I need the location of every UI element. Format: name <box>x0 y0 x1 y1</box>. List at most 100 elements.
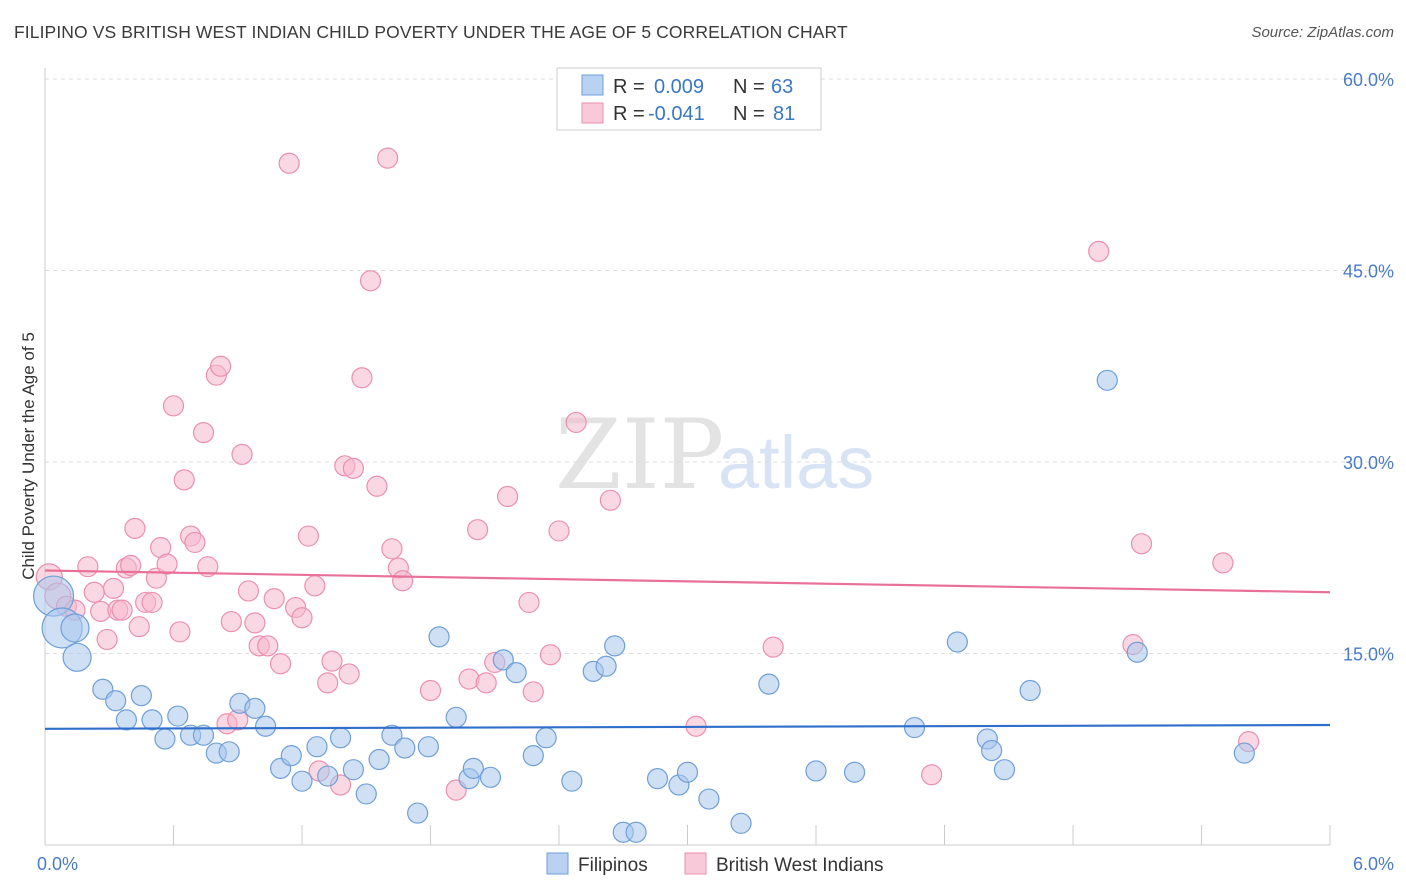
filipino-point-19 <box>280 745 302 767</box>
bwi-point-55 <box>381 538 403 560</box>
bwi-point-10 <box>111 599 133 621</box>
bwi-trend-line <box>44 569 1331 594</box>
bwi-point-36 <box>257 635 279 657</box>
filipino-point-60 <box>1096 369 1118 391</box>
filipino-point-59 <box>1019 679 1041 702</box>
bwi-point-45 <box>317 672 339 694</box>
filipino-trend-line <box>44 723 1331 730</box>
filipino-point-49 <box>698 788 720 810</box>
bwi-point-67 <box>539 644 562 666</box>
bottom-legend-filipinos: Filipinos <box>578 855 648 876</box>
filipino-point-32 <box>445 706 467 728</box>
legend-r-label-blue: R = <box>613 76 645 98</box>
bottom-legend: Filipinos British West Indians <box>546 852 884 876</box>
filipino-point-24 <box>342 759 364 781</box>
bwi-point-65 <box>518 591 540 614</box>
filipino-point-22 <box>317 765 339 787</box>
filipino-point-48 <box>676 761 699 783</box>
legend: R = 0.009 N = 63 R = -0.041 N = 81 <box>556 67 822 131</box>
filipino-point-23 <box>329 727 352 749</box>
filipino-point-42 <box>595 655 617 677</box>
legend-r-value-blue: 0.009 <box>654 76 704 98</box>
y-tick-labels: 15.0% 30.0% 45.0% 60.0% <box>1343 70 1394 665</box>
bwi-point-51 <box>351 367 373 389</box>
x-tick-max: 6.0% <box>1353 854 1394 874</box>
bwi-point-38 <box>269 653 292 675</box>
axes <box>44 68 1331 846</box>
bwi-point-54 <box>377 147 399 169</box>
filipino-point-57 <box>981 739 1003 762</box>
bwi-point-25 <box>192 422 215 444</box>
filipino-point-43 <box>604 635 626 657</box>
bwi-point-46 <box>321 650 343 672</box>
bwi-point-30 <box>220 610 242 633</box>
bwi-point-57 <box>392 570 414 592</box>
bwi-point-42 <box>297 525 320 547</box>
y-tick-label-0: 15.0% <box>1343 645 1394 665</box>
filipino-point-51 <box>758 673 780 695</box>
bwi-point-52 <box>359 270 382 292</box>
bwi-point-22 <box>173 469 195 491</box>
trend-lines <box>44 569 1331 730</box>
filipino-point-58 <box>993 759 1016 781</box>
legend-r-label-pink: R = <box>613 103 645 125</box>
bwi-point-13 <box>124 517 146 539</box>
bwi-point-69 <box>565 411 587 434</box>
filipinos-points <box>32 369 1255 843</box>
legend-r-value-pink: -0.041 <box>648 103 705 125</box>
bwi-point-12 <box>120 554 142 577</box>
bwi-point-28 <box>210 355 232 377</box>
filipino-point-34 <box>462 757 484 780</box>
filipino-point-38 <box>522 745 544 767</box>
filipino-point-28 <box>394 737 416 759</box>
legend-n-value-blue: 63 <box>771 76 793 98</box>
y-tick-label-1: 30.0% <box>1343 453 1394 473</box>
filipino-point-2 <box>60 613 90 643</box>
filipino-point-62 <box>1233 742 1255 764</box>
bwi-point-72 <box>762 636 784 658</box>
filipino-point-54 <box>903 716 926 739</box>
filipino-point-16 <box>244 697 266 719</box>
legend-n-label-pink: N = <box>733 103 765 125</box>
bwi-point-32 <box>231 443 253 465</box>
bwi-point-16 <box>141 591 163 614</box>
filipino-point-7 <box>130 685 152 707</box>
filipino-point-8 <box>141 709 163 731</box>
bwi-point-7 <box>96 628 118 651</box>
bwi-point-70 <box>599 489 622 511</box>
legend-n-value-pink: 81 <box>773 103 795 125</box>
gridlines <box>45 78 1392 654</box>
filipino-point-30 <box>417 736 439 758</box>
bwi-point-39 <box>278 152 300 174</box>
filipino-point-46 <box>646 768 669 790</box>
filipino-point-31 <box>428 626 450 648</box>
filipino-point-61 <box>1126 641 1148 663</box>
bwi-point-64 <box>497 485 519 508</box>
filipino-point-21 <box>306 736 328 758</box>
filipino-point-45 <box>625 821 647 843</box>
filipino-point-6 <box>115 709 137 731</box>
filipino-point-35 <box>479 766 502 788</box>
bwi-point-19 <box>156 553 178 575</box>
legend-swatch-pink <box>581 102 604 124</box>
bwi-point-53 <box>366 475 388 497</box>
bwi-point-62 <box>475 672 497 694</box>
bwi-point-74 <box>1088 240 1110 262</box>
bwi-point-60 <box>458 668 480 690</box>
filipino-point-53 <box>843 761 866 783</box>
bwi-point-68 <box>548 520 570 542</box>
filipino-point-26 <box>368 748 390 771</box>
bwi-point-24 <box>184 531 206 554</box>
filipino-point-40 <box>561 770 583 792</box>
filipino-point-36 <box>492 649 514 671</box>
filipino-point-9 <box>154 728 176 750</box>
bottom-legend-swatch-bwi <box>684 852 707 875</box>
filipino-point-55 <box>946 631 968 653</box>
bwi-point-77 <box>1212 552 1234 574</box>
bwi-point-8 <box>102 577 125 599</box>
filipino-point-5 <box>105 690 127 712</box>
filipino-point-25 <box>355 783 377 805</box>
filipino-point-39 <box>535 727 557 749</box>
bwi-point-20 <box>162 395 185 417</box>
